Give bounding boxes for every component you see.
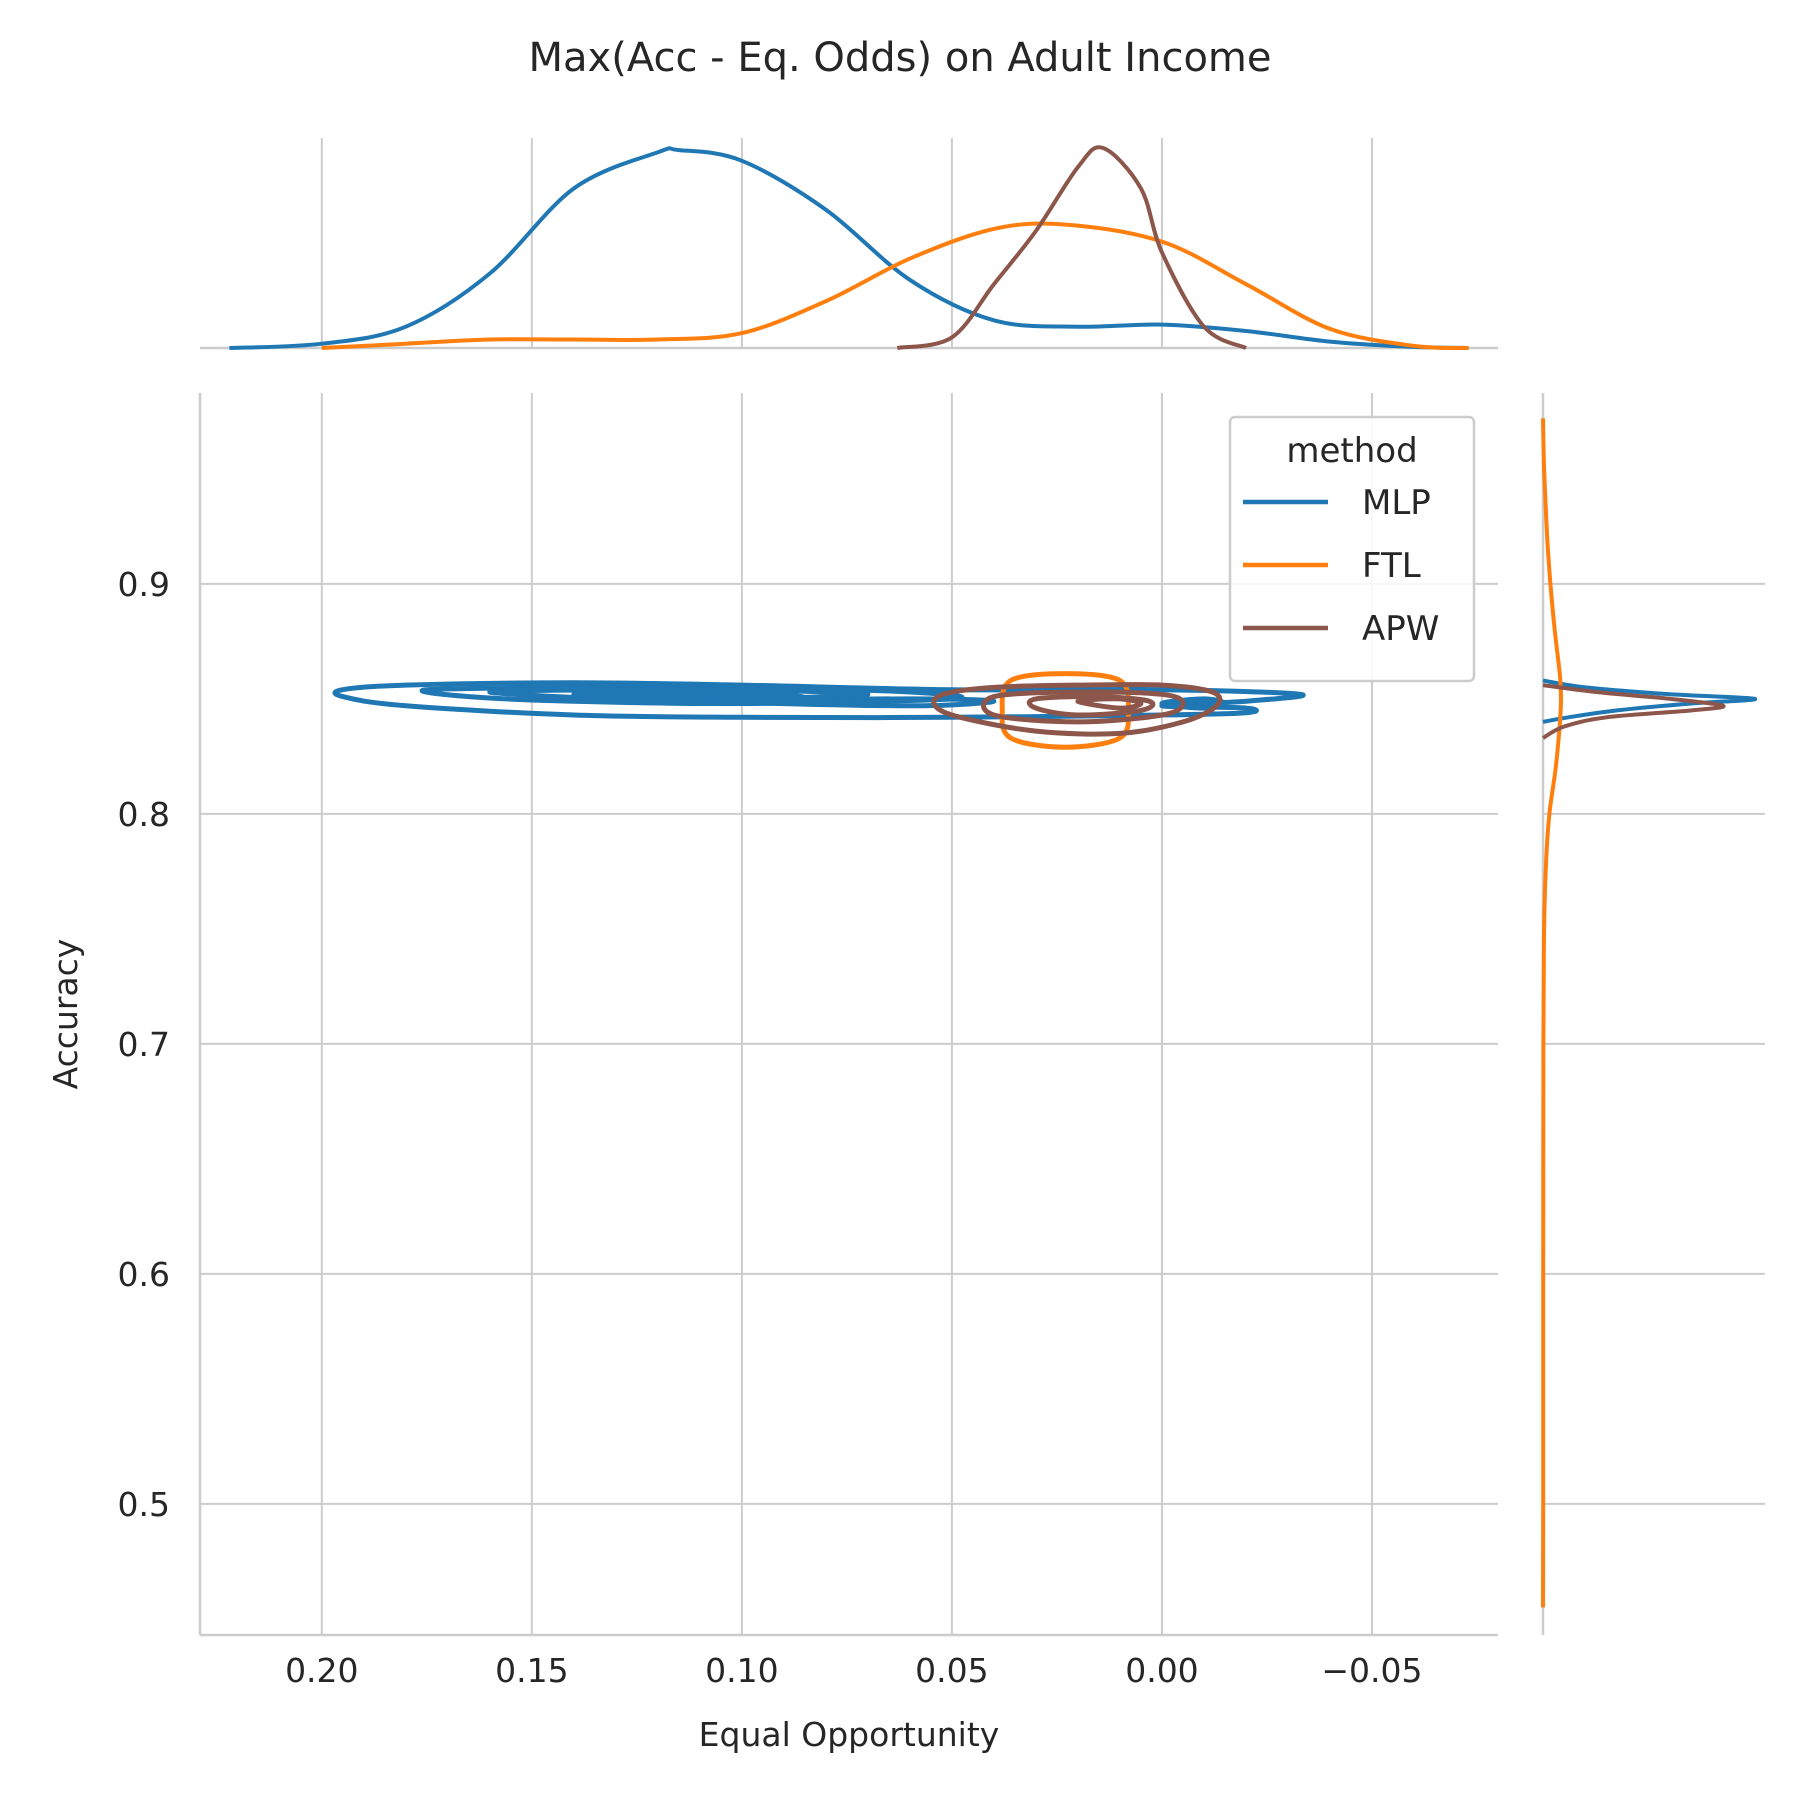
contour-apw-0 [931,682,1223,737]
x-tick-label: 0.20 [285,1651,358,1690]
contour-mlp-5 [718,696,997,709]
right-marginal-panel [1541,393,1765,1635]
legend-label-mlp: MLP [1362,483,1431,523]
top-marginal-curves [229,145,1469,351]
legend-title: method [1286,431,1417,471]
top-marginal-ftl-curve [321,221,1469,351]
right-marginal-curves [1541,418,1758,1608]
x-tick-labels: 0.20 0.15 0.10 0.05 0.00 −0.05 [285,1651,1422,1690]
contour-mlp-4 [634,691,808,704]
legend-label-ftl: FTL [1362,546,1421,586]
joint-main-panel: 0.20 0.15 0.10 0.05 0.00 −0.05 0.50.60.70.80.… [118,393,1498,1690]
right-marginal-apw-curve [1541,683,1726,740]
contour-mlp-6 [1159,696,1228,711]
legend-frame [1228,415,1476,683]
chart-title: Max(Acc - Eq. Odds) on Adult Income [529,35,1272,81]
y-tick-label: 0.5 [118,1485,170,1524]
y-tick-label: 0.7 [118,1025,170,1064]
top-marginal-gridlines [320,138,1373,348]
contour-apw-2 [1026,694,1156,718]
legend: method MLP FTL APW [1228,415,1476,683]
legend-label-apw: APW [1362,609,1439,649]
top-marginal-apw-curve [896,145,1247,350]
contour-apw-1 [980,689,1186,725]
top-marginal-panel [200,138,1498,351]
x-tick-label: 0.10 [705,1651,778,1690]
y-tick-label: 0.9 [118,565,170,604]
y-tick-label: 0.6 [118,1255,170,1294]
x-tick-label: 0.05 [915,1651,988,1690]
y-axis-label: Accuracy [46,939,85,1090]
main-contours [332,671,1306,750]
main-gridlines [200,393,1498,1635]
y-tick-labels: 0.5 0.6 0.7 0.8 0.9 [118,565,170,1524]
y-tick-label: 0.8 [118,795,170,834]
x-tick-label: 0.00 [1125,1651,1198,1690]
x-tick-label: −0.05 [1321,1651,1422,1690]
x-axis-label: Equal Opportunity [699,1715,1000,1754]
right-marginal-mlp-curve [1542,678,1758,724]
x-tick-label: 0.15 [495,1651,568,1690]
legend-items: MLP FTL APW [1243,483,1439,649]
contour-apw-3 [1075,696,1144,711]
right-marginal-gridlines [1543,582,1765,1505]
top-marginal-mlp-curve [229,146,1469,350]
right-marginal-ftl-curve [1541,418,1563,1608]
